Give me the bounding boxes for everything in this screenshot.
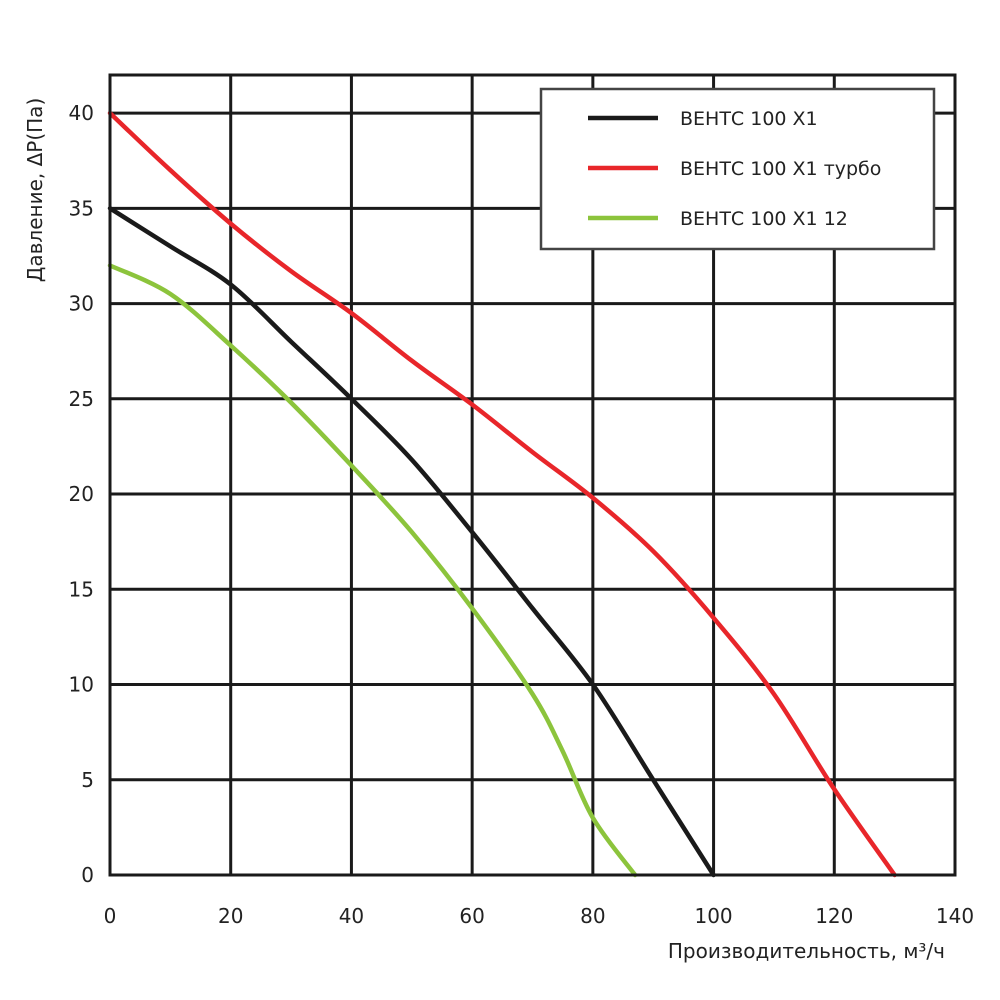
legend-label: ВЕНТС 100 Х1 турбо: [680, 158, 881, 180]
legend-label: ВЕНТС 100 Х1: [680, 108, 818, 130]
series-lines: [107, 110, 897, 878]
y-tick-label: 40: [69, 101, 94, 125]
x-tick-label: 140: [936, 904, 974, 928]
y-axis-title: Давление, ΔP(Па): [23, 98, 47, 283]
y-axis-ticks: 0 5 10 15 20 25 30 35 40: [69, 101, 94, 887]
series-line-vents-100-x1-12: [107, 263, 638, 878]
x-axis-title: Производительность, м³/ч: [668, 939, 945, 963]
x-tick-label: 20: [218, 904, 243, 928]
y-tick-label: 0: [81, 863, 94, 887]
legend-label: ВЕНТС 100 Х1 12: [680, 208, 848, 230]
legend: ВЕНТС 100 Х1 ВЕНТС 100 Х1 турбо ВЕНТС 100 …: [539, 87, 936, 251]
x-tick-label: 120: [815, 904, 853, 928]
y-tick-label: 25: [69, 387, 94, 411]
series-line-vents-100-x1: [107, 206, 716, 878]
x-axis-ticks: 0 20 40 60 80 100 120 140: [104, 904, 974, 928]
y-tick-label: 35: [69, 196, 94, 220]
y-tick-label: 15: [69, 577, 94, 601]
x-tick-label: 100: [694, 904, 732, 928]
x-tick-label: 40: [339, 904, 364, 928]
y-tick-label: 10: [69, 673, 94, 697]
y-tick-label: 20: [69, 482, 94, 506]
x-tick-label: 0: [104, 904, 117, 928]
x-tick-label: 60: [459, 904, 484, 928]
y-tick-label: 5: [81, 768, 94, 792]
plot-frame: [108, 73, 957, 877]
x-tick-label: 80: [580, 904, 605, 928]
y-tick-label: 30: [69, 292, 94, 316]
series-line-vents-100-x1-turbo: [107, 110, 897, 878]
